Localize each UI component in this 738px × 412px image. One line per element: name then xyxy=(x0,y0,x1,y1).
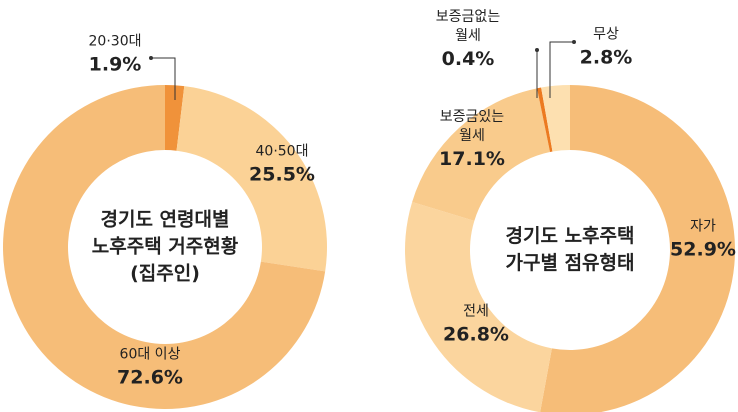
category-label: 전세 xyxy=(463,303,489,320)
segment-label: 20·30대 1.9% xyxy=(89,33,142,78)
segment-label: 자가 52.9% xyxy=(670,218,736,263)
donut-segment xyxy=(165,85,185,151)
title-line: (집주인) xyxy=(130,262,200,285)
donut-segment xyxy=(541,85,570,152)
segment-label: 무상 2.8% xyxy=(580,26,633,71)
segment-label: 40·50대 25.5% xyxy=(249,143,315,188)
leader-line xyxy=(151,57,176,100)
donut-segment xyxy=(176,86,328,272)
title-line: 경기도 연령대별 xyxy=(100,208,230,231)
category-label: 보증금있는 월세 xyxy=(439,109,505,144)
donut-segment xyxy=(412,88,551,221)
donut-segment xyxy=(405,201,552,412)
leader-dot xyxy=(535,48,539,52)
title-line: 노후주택 거주현황 xyxy=(91,235,239,258)
title-line: 가구별 점유형태 xyxy=(505,252,635,274)
segment-label: 60대 이상 72.6% xyxy=(117,346,183,391)
category-label: 자가 xyxy=(690,218,716,235)
value-label: 17.1% xyxy=(439,148,505,170)
donut-segment xyxy=(3,85,326,409)
segment-label: 보증금있는 월세 17.1% xyxy=(439,108,505,172)
value-label: 1.9% xyxy=(88,53,142,76)
category-label: 20·30대 xyxy=(88,33,142,50)
category-label: 60대 이상 xyxy=(119,346,181,363)
segment-label: 전세 26.8% xyxy=(443,303,509,348)
leader-dot xyxy=(149,56,153,60)
value-label: 2.8% xyxy=(579,46,633,69)
category-label: 40·50대 xyxy=(255,143,309,160)
value-label: 25.5% xyxy=(249,163,315,186)
donut-segment xyxy=(540,85,735,412)
title-line: 경기도 노후주택 xyxy=(505,225,635,247)
leader-dot xyxy=(572,40,576,44)
leader-line xyxy=(549,41,574,98)
category-label: 보증금없는 월세 xyxy=(435,9,501,44)
value-label: 52.9% xyxy=(670,238,736,261)
value-label: 72.6% xyxy=(117,366,183,389)
donut-segment xyxy=(537,87,553,153)
category-label: 무상 xyxy=(593,26,619,43)
segment-label: 보증금없는 월세 0.4% xyxy=(436,8,500,72)
value-label: 26.8% xyxy=(443,323,509,346)
value-label: 0.4% xyxy=(441,48,495,70)
